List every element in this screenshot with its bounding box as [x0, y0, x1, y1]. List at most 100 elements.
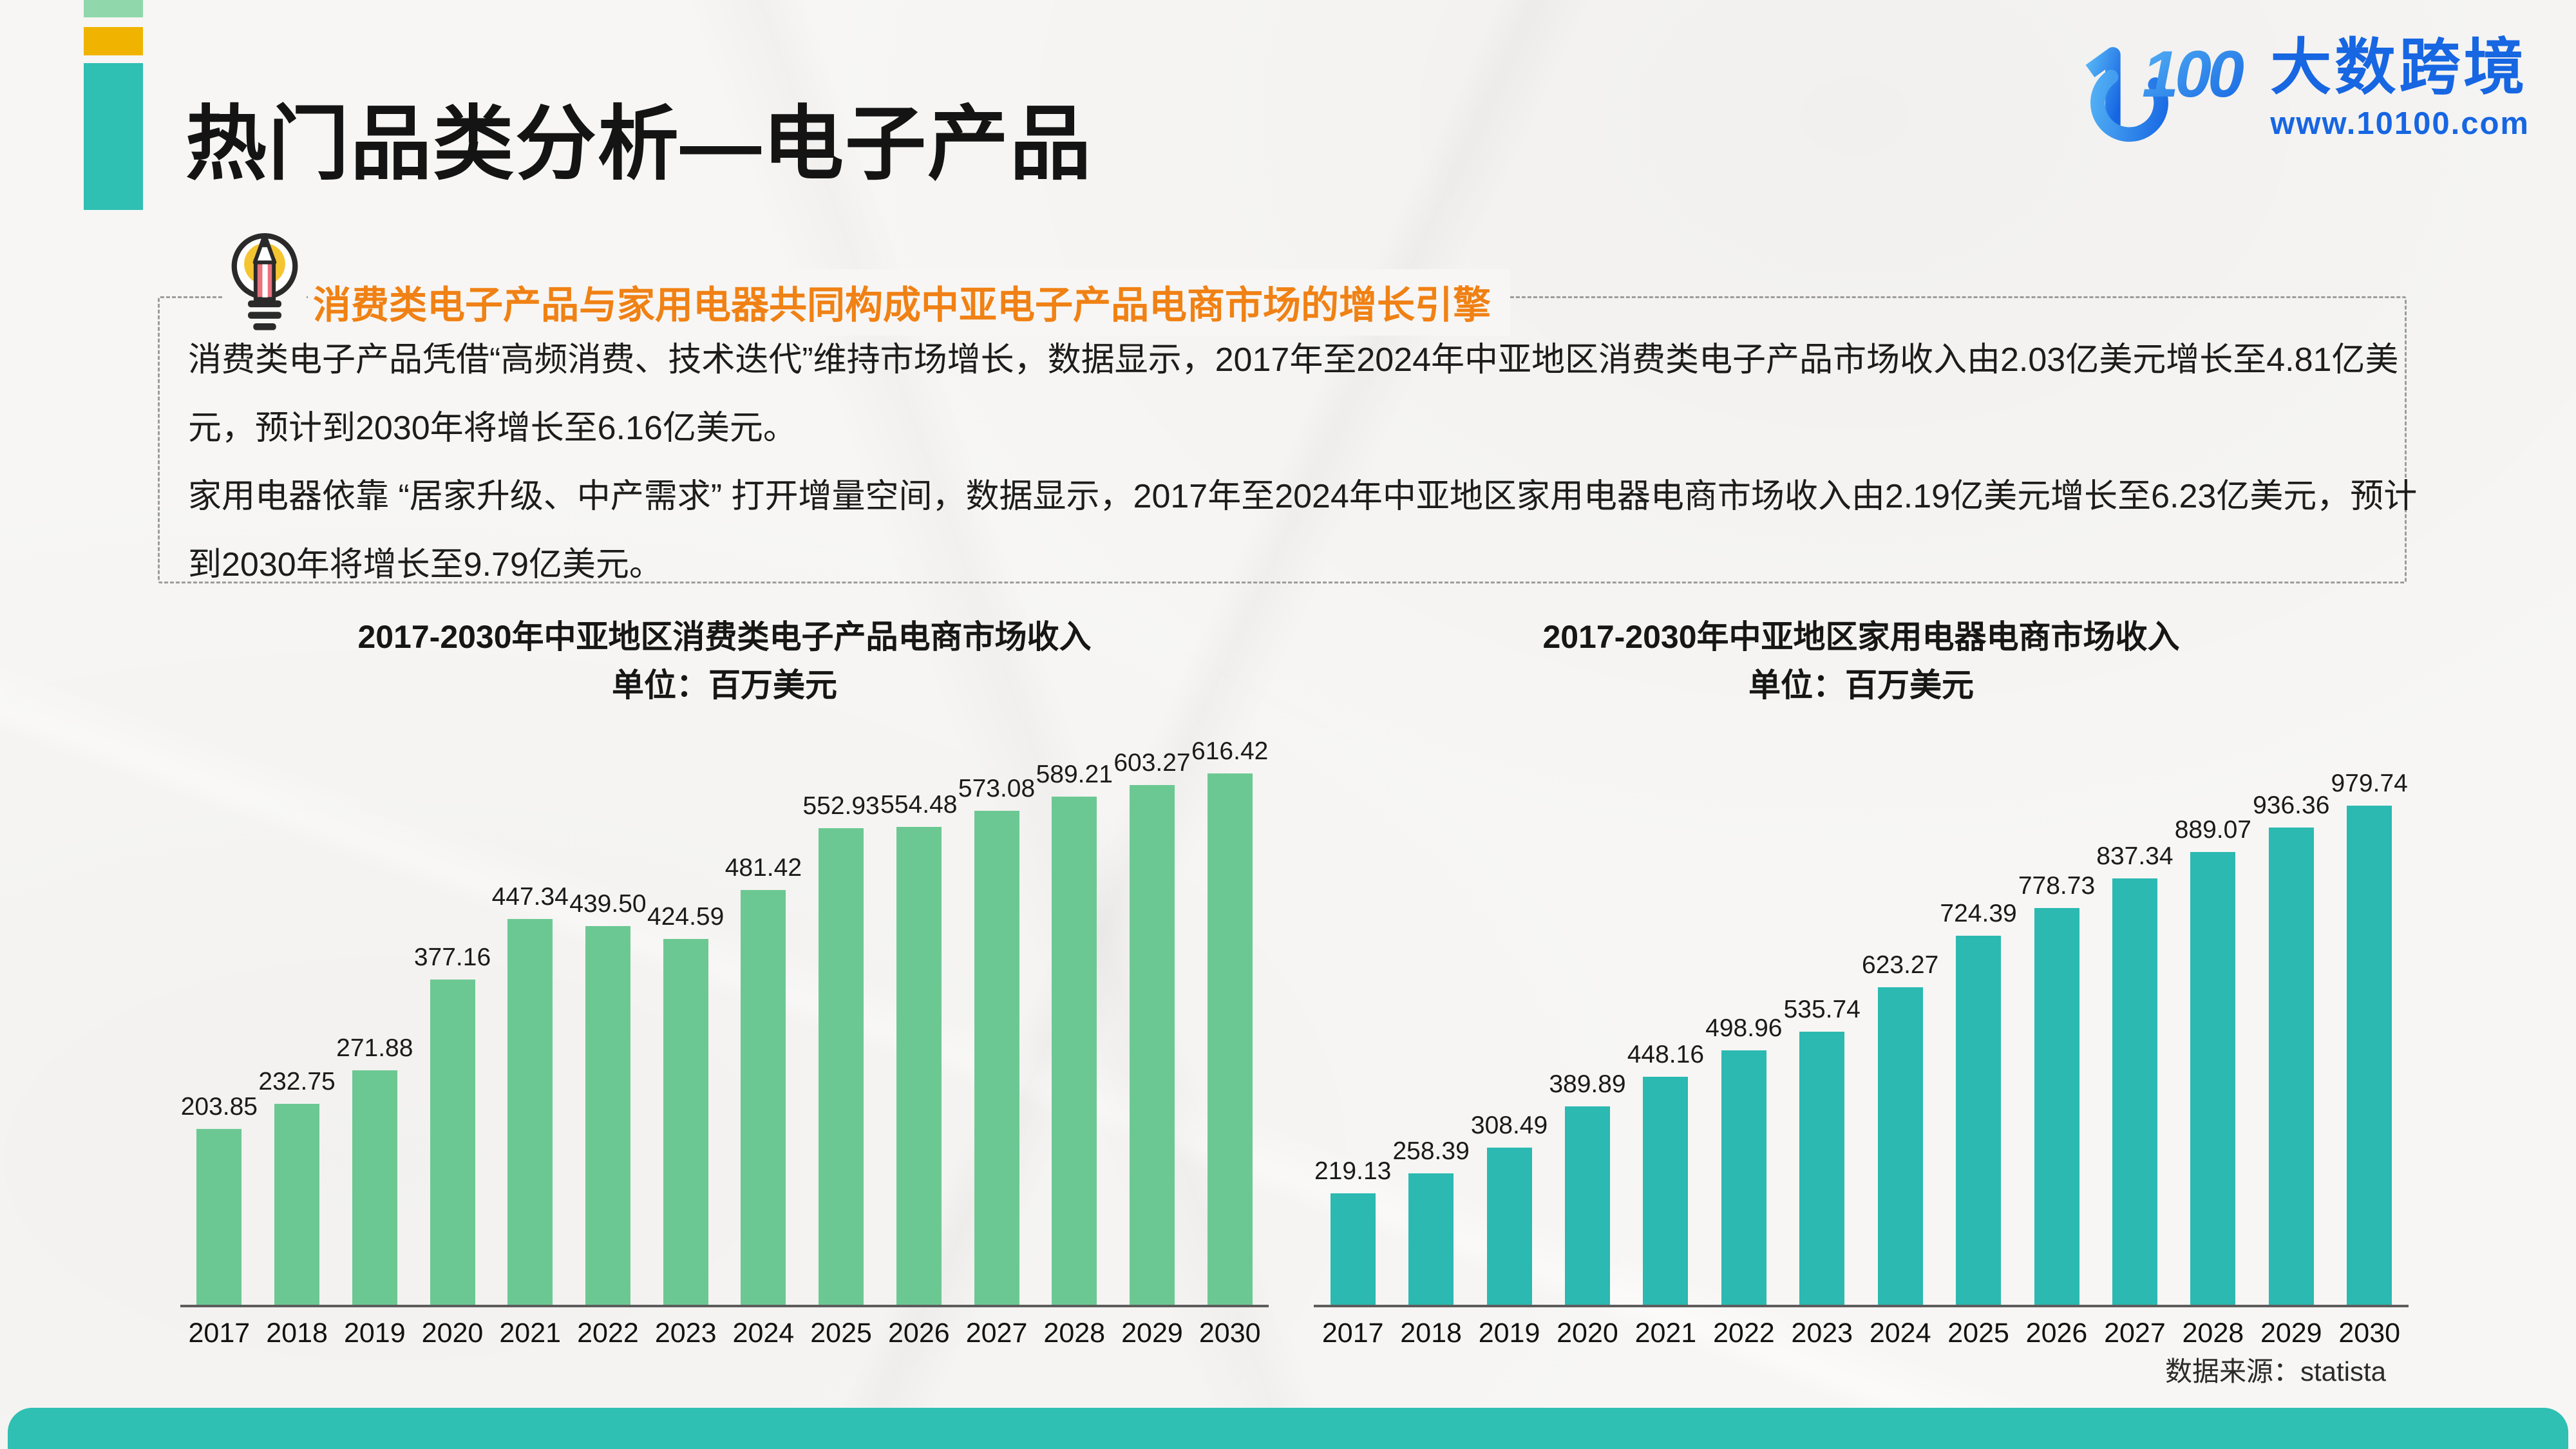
bar	[352, 1070, 397, 1305]
x-axis-tick-label: 2020	[421, 1318, 484, 1349]
bar	[507, 919, 553, 1305]
x-axis-tick-label: 2029	[1121, 1318, 1183, 1349]
x-axis-tick-label: 2026	[887, 1318, 950, 1349]
x-axis-tick-label: 2023	[654, 1318, 717, 1349]
bar	[896, 827, 942, 1305]
bar-value-label: 552.93	[802, 792, 880, 820]
x-axis-tick-label: 2030	[2338, 1318, 2401, 1349]
bar-column-2029: 603.27	[1113, 747, 1191, 1305]
bar-value-label: 439.50	[569, 890, 647, 918]
bar-column-2022: 498.96	[1705, 747, 1783, 1305]
bar	[741, 890, 786, 1305]
accent-teal-block	[84, 63, 143, 210]
chart-consumer-electronics: 2017-2030年中亚地区消费类电子产品电商市场收入 单位：百万美元 203.…	[180, 613, 1269, 1349]
x-axis-tick-label: 2028	[1043, 1318, 1106, 1349]
x-axis-tick-label: 2020	[1557, 1318, 1618, 1349]
bar-column-2021: 448.16	[1627, 747, 1705, 1305]
bar	[1956, 936, 2002, 1305]
bar-value-label: 623.27	[1862, 951, 1939, 979]
chart-home-appliances: 2017-2030年中亚地区家用电器电商市场收入 单位：百万美元 219.13 2…	[1314, 613, 2409, 1349]
x-axis-tick-label: 2025	[810, 1318, 872, 1349]
bar-column-2028: 889.07	[2174, 747, 2252, 1305]
x-axis-tick-label: 2018	[266, 1318, 328, 1349]
chart-title: 2017-2030年中亚地区家用电器电商市场收入	[1542, 619, 2180, 655]
bar	[819, 828, 864, 1305]
bar-column-2023: 424.59	[647, 747, 724, 1305]
lightbulb-pencil-icon	[223, 224, 307, 343]
bar-value-label: 389.89	[1549, 1070, 1626, 1098]
x-axis-tick-label: 2024	[732, 1318, 795, 1349]
bar	[1207, 773, 1253, 1305]
bar-value-label: 258.39	[1392, 1137, 1470, 1165]
bar-column-2020: 389.89	[1548, 747, 1626, 1305]
x-axis-tick-label: 2023	[1791, 1318, 1853, 1349]
bar-column-2026: 554.48	[880, 747, 958, 1305]
bar-column-2017: 203.85	[180, 747, 258, 1305]
bar-value-label: 535.74	[1783, 996, 1861, 1023]
bar	[1721, 1050, 1766, 1305]
chart-subtitle: 单位：百万美元	[612, 667, 837, 703]
x-axis-tick-label: 2027	[2104, 1318, 2166, 1349]
x-axis-tick-label: 2021	[499, 1318, 562, 1349]
bar-column-2024: 481.42	[724, 747, 802, 1305]
bar-column-2019: 271.88	[336, 747, 413, 1305]
logo: 100 大数跨境 www.10100.com	[2071, 31, 2530, 147]
callout-text-line: 消费类电子产品凭借“高频消费、技术迭代”维持市场增长，数据显示，2017年至20…	[188, 341, 2399, 379]
callout-body: 消费类电子产品凭借“高频消费、技术迭代”维持市场增长，数据显示，2017年至20…	[188, 326, 2417, 599]
bar-column-2025: 552.93	[802, 747, 880, 1305]
chart-x-axis: 2017 2018 2019 2020 2021 2022 2023 2024 2025 2026…	[1314, 1318, 2409, 1349]
bar-value-label: 308.49	[1470, 1112, 1548, 1139]
bar-column-2024: 623.27	[1861, 747, 1939, 1305]
bar-column-2030: 616.42	[1191, 737, 1269, 1305]
bar	[196, 1129, 242, 1305]
bar-value-label: 616.42	[1191, 737, 1269, 765]
logo-url: www.10100.com	[2270, 106, 2530, 141]
footer-accent-bar	[8, 1408, 2568, 1449]
x-axis-tick-label: 2026	[2025, 1318, 2088, 1349]
x-axis-tick-label: 2018	[1400, 1318, 1462, 1349]
accent-gold-block	[84, 27, 143, 55]
x-axis-tick-label: 2025	[1947, 1318, 2009, 1349]
bar	[2347, 806, 2392, 1305]
page-title: 热门品类分析—电子产品	[185, 99, 1092, 189]
bar-column-2019: 308.49	[1470, 747, 1548, 1305]
x-axis-tick-label: 2017	[1321, 1318, 1384, 1349]
x-axis-tick-label: 2019	[1478, 1318, 1540, 1349]
bar-value-label: 724.39	[1940, 900, 2017, 927]
bar-value-label: 979.74	[2331, 770, 2408, 797]
bar-value-label: 936.36	[2253, 791, 2330, 819]
bar-value-label: 589.21	[1036, 761, 1113, 788]
bar-column-2026: 778.73	[2018, 747, 2096, 1305]
x-axis-tick-label: 2028	[2182, 1318, 2244, 1349]
bar-value-label: 481.42	[724, 854, 802, 882]
bar-column-2027: 573.08	[958, 747, 1036, 1305]
x-axis-tick-label: 2030	[1198, 1318, 1261, 1349]
logo-10100-icon: 100	[2085, 37, 2248, 142]
accent-mint-block	[84, 0, 143, 17]
bar-value-label: 889.07	[2174, 816, 2251, 844]
bar	[1799, 1032, 1845, 1305]
bar-value-label: 219.13	[1314, 1157, 1392, 1185]
x-axis-tick-label: 2021	[1634, 1318, 1697, 1349]
bar-column-2022: 439.50	[569, 747, 647, 1305]
chart-title: 2017-2030年中亚地区消费类电子产品电商市场收入	[357, 619, 1092, 655]
bar	[2034, 908, 2079, 1305]
x-axis-tick-label: 2019	[343, 1318, 406, 1349]
logo-brand: 大数跨境	[2270, 33, 2528, 102]
bar-value-label: 573.08	[958, 775, 1036, 802]
x-axis-tick-label: 2022	[1712, 1318, 1775, 1349]
bar-value-label: 424.59	[647, 903, 724, 931]
bar	[585, 926, 630, 1305]
bar-column-2018: 258.39	[1392, 747, 1470, 1305]
bar	[2268, 828, 2314, 1305]
bar-value-label: 377.16	[413, 943, 491, 971]
x-axis-tick-label: 2024	[1869, 1318, 1931, 1349]
bar-column-2020: 377.16	[413, 747, 491, 1305]
callout-text-line: 到2030年将增长至9.79亿美元。	[188, 546, 663, 583]
chart-plot-area: 203.85 232.75 271.88 377.16 447.34 439.50 424.…	[180, 737, 1269, 1307]
bar	[1408, 1173, 1454, 1305]
bar	[1877, 987, 1923, 1305]
callout-text-line: 元，预计到2030年将增长至6.16亿美元。	[188, 410, 797, 447]
callout-heading: 消费类电子产品与家用电器共同构成中亚电子产品电商市场的增长引擎	[308, 269, 1511, 336]
